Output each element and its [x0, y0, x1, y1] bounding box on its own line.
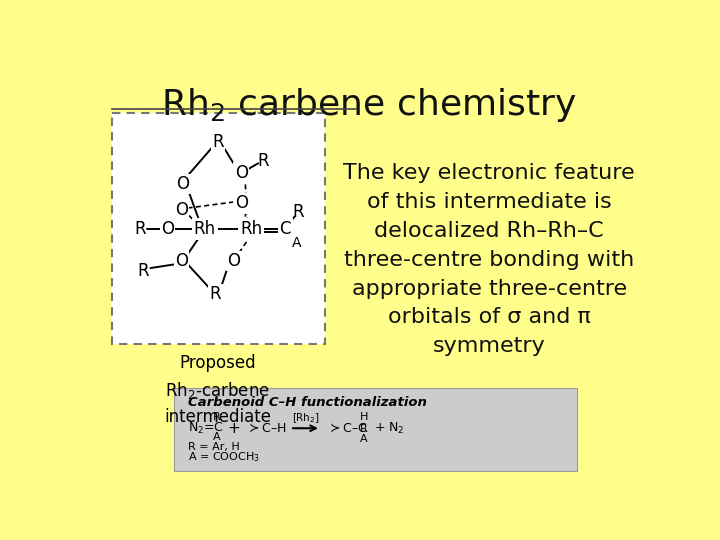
- Text: Carbenoid C–H functionalization: Carbenoid C–H functionalization: [188, 396, 426, 409]
- Text: +: +: [228, 421, 240, 436]
- Text: O: O: [176, 175, 189, 193]
- Text: A: A: [213, 433, 221, 442]
- FancyBboxPatch shape: [112, 112, 325, 343]
- FancyBboxPatch shape: [174, 388, 577, 471]
- Text: O: O: [161, 220, 174, 238]
- Text: Rh: Rh: [194, 220, 216, 238]
- Text: O: O: [175, 200, 188, 219]
- Text: R: R: [212, 133, 224, 151]
- Text: C: C: [279, 220, 291, 238]
- Text: O: O: [235, 194, 248, 212]
- Text: Proposed
Rh$_2$-carbene
intermediate: Proposed Rh$_2$-carbene intermediate: [164, 354, 271, 426]
- Text: Rh$_2$ carbene chemistry: Rh$_2$ carbene chemistry: [161, 86, 577, 124]
- Text: O: O: [235, 164, 248, 181]
- Text: R: R: [137, 262, 148, 280]
- Text: + N$_2$: + N$_2$: [374, 421, 404, 436]
- Text: R: R: [257, 152, 269, 170]
- Text: $\succ$C–C: $\succ$C–C: [327, 422, 368, 435]
- Text: The key electronic feature
of this intermediate is
delocalized Rh–Rh–C
three-cen: The key electronic feature of this inter…: [343, 164, 635, 356]
- Text: N$_2$=C: N$_2$=C: [188, 421, 224, 436]
- Text: O: O: [227, 252, 240, 270]
- Text: Rh: Rh: [240, 220, 262, 238]
- Text: H: H: [359, 413, 368, 422]
- Text: A = COOCH$_3$: A = COOCH$_3$: [188, 450, 259, 464]
- Text: O: O: [175, 252, 188, 270]
- Text: $\succ$C–H: $\succ$C–H: [246, 422, 287, 435]
- Text: R: R: [210, 285, 221, 303]
- Text: R: R: [360, 424, 367, 434]
- Text: A: A: [292, 235, 302, 249]
- Text: A: A: [360, 434, 367, 444]
- Text: R: R: [135, 220, 146, 238]
- Text: R = Ar, H: R = Ar, H: [188, 442, 239, 452]
- Text: R: R: [213, 413, 221, 422]
- Text: [Rh$_2$]: [Rh$_2$]: [292, 411, 319, 425]
- Text: R: R: [292, 203, 304, 221]
